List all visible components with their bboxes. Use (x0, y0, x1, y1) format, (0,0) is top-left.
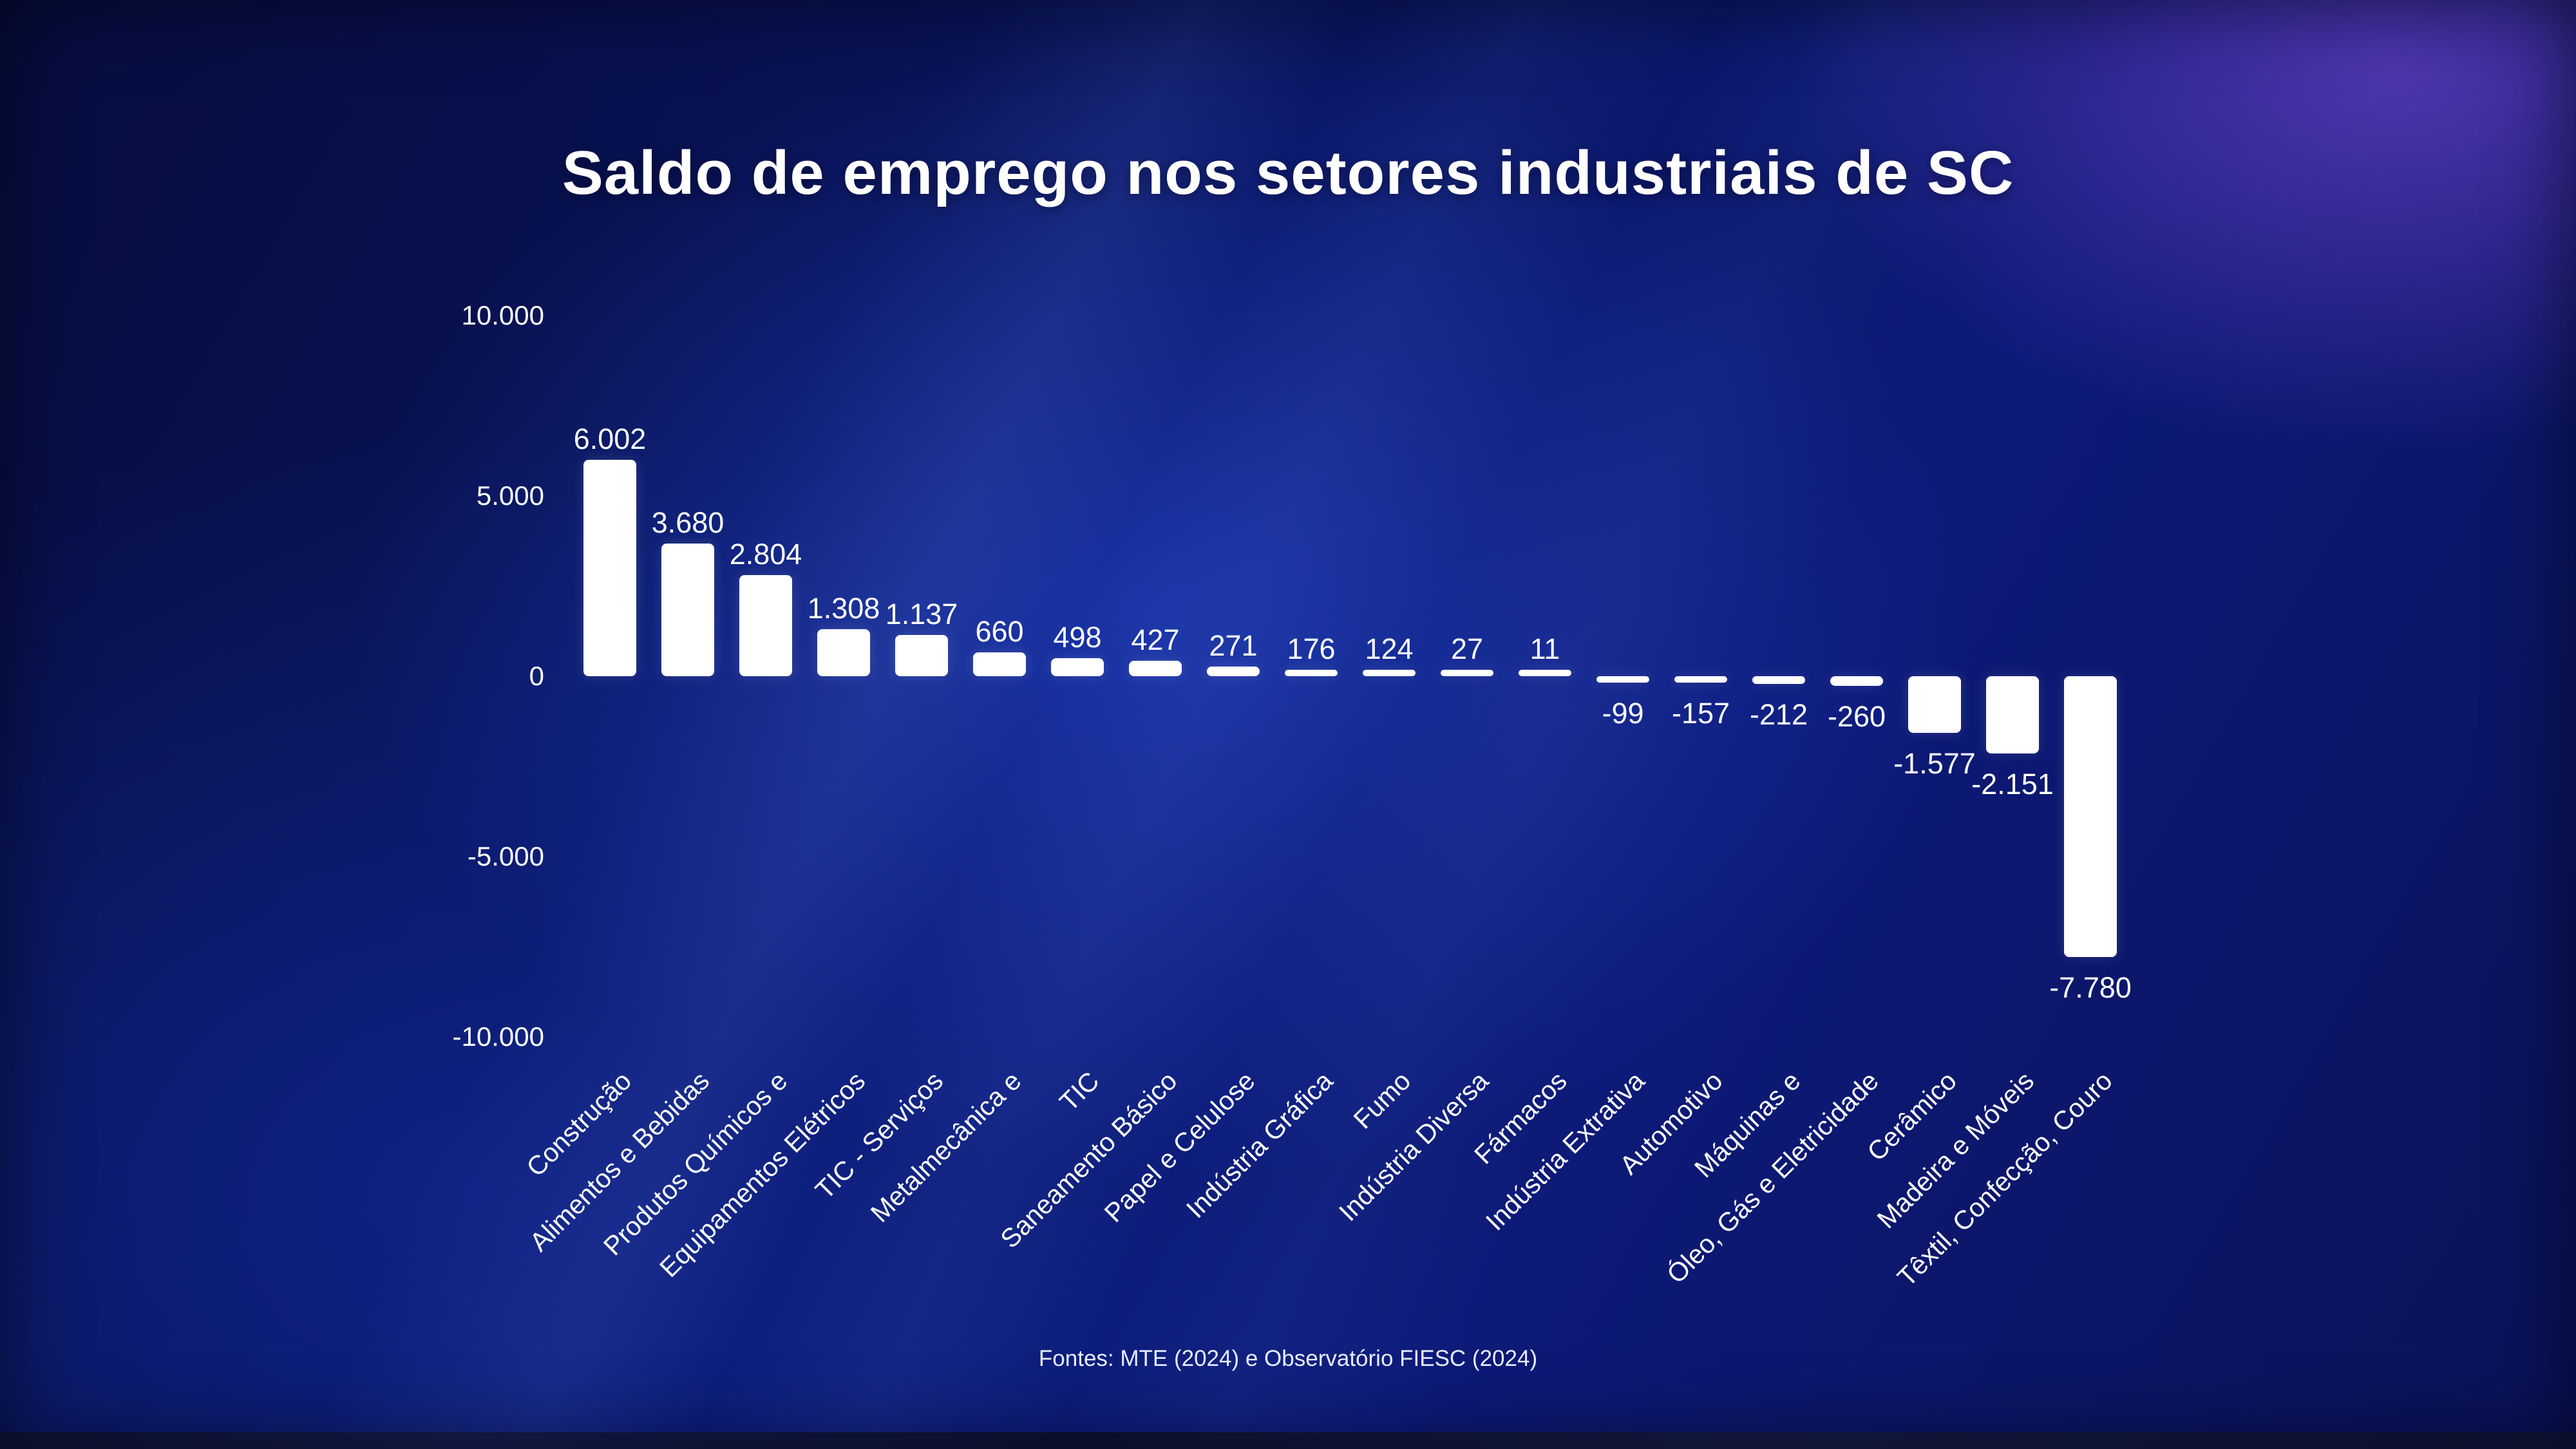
bar-value-label: 11 (1530, 632, 1560, 665)
chart-title: Saldo de emprego nos setores industriais… (562, 138, 2014, 208)
bar-value-label: 176 (1287, 632, 1336, 665)
bar-value-label: -212 (1749, 697, 1808, 731)
bar (1051, 658, 1104, 676)
bottom-edge-strip (0, 1432, 2576, 1449)
bar (661, 543, 714, 676)
y-axis-tick-label: 10.000 (461, 300, 544, 330)
y-axis-tick-label: -10.000 (452, 1021, 544, 1052)
bar (1830, 676, 1883, 686)
bar-value-label: 1.137 (885, 598, 958, 631)
bar-value-label: 27 (1450, 632, 1484, 665)
source-caption: Fontes: MTE (2024) e Observatório FIESC … (1038, 1346, 1538, 1371)
bar (1129, 661, 1182, 676)
bar (2064, 676, 2117, 957)
bar-value-label: 427 (1131, 623, 1180, 657)
bar (1596, 676, 1649, 683)
bar (1285, 670, 1338, 676)
y-axis-tick-label: 5.000 (476, 480, 544, 511)
bar-value-label: 2.804 (729, 537, 802, 571)
bar (1441, 670, 1493, 676)
bar-value-label: 498 (1053, 621, 1102, 654)
bar-value-label: 660 (975, 615, 1024, 649)
bar-value-label: -260 (1827, 699, 1886, 733)
bar (1986, 676, 2039, 754)
bar (1752, 676, 1805, 684)
bar (1207, 666, 1260, 676)
bar (739, 574, 792, 676)
category-label: Fumo (1347, 1066, 1417, 1135)
bar (1363, 670, 1416, 676)
bar (1519, 670, 1571, 676)
bar-value-label: 1.308 (807, 591, 880, 625)
bar-value-label: 271 (1209, 629, 1258, 662)
bar-value-label: -1.577 (1893, 747, 1976, 781)
y-axis-tick-label: 0 (529, 661, 544, 691)
bar (583, 459, 636, 676)
category-label: Indústria Gráfica (1180, 1066, 1339, 1224)
bar-value-label: -157 (1671, 697, 1730, 730)
bar-value-label: -2.151 (1971, 768, 2054, 801)
bar-value-label: 124 (1365, 632, 1414, 665)
category-label: TIC (1054, 1066, 1105, 1117)
bar-value-label: 3.680 (651, 506, 724, 539)
bar-value-label: -7.780 (2049, 971, 2132, 1004)
bar-value-label: -99 (1602, 697, 1644, 730)
bar (1674, 676, 1727, 683)
bar (973, 652, 1026, 676)
bar (1908, 676, 1961, 734)
bar (895, 635, 948, 676)
y-axis-tick-label: -5.000 (467, 841, 544, 871)
bar (817, 629, 870, 676)
bar-value-label: 6.002 (573, 422, 647, 455)
